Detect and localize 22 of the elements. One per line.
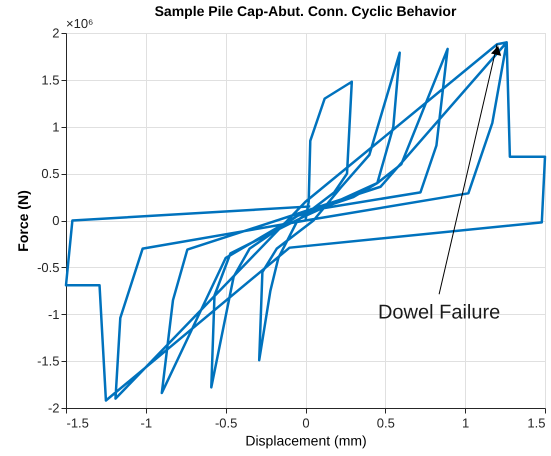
text: ×10⁶ [66, 16, 94, 31]
line-series [64, 41, 546, 402]
y-tick-label: 2 [52, 26, 60, 40]
annotation: Dowel Failure [378, 301, 500, 324]
y-tick-label: -1 [48, 306, 60, 322]
x-axis-title: Displacement (mm) [245, 432, 367, 448]
y-tick-label: 0 [52, 213, 60, 228]
y-tick-label: -2 [48, 400, 60, 416]
x-tick-label: 1 [462, 416, 470, 430]
y-tick-label: 1 [52, 119, 60, 134]
x-tick-label: 1.5 [527, 416, 546, 430]
x-tick-label: 0 [302, 416, 310, 430]
x-tick-label: -1.5 [66, 416, 89, 430]
x-tick-label: 0.5 [376, 416, 395, 430]
x-tick-label: -0.5 [214, 416, 238, 430]
y-tick-label: 1.5 [41, 72, 60, 88]
y-axis-title: Force (N) [15, 190, 32, 252]
y-tick-label: -1.5 [37, 354, 60, 369]
y-tick-label: -0.5 [37, 260, 60, 275]
x-tick-label: -1 [140, 416, 152, 430]
y-tick-label: 0.5 [41, 166, 60, 182]
chart-title: Sample Pile Cap-Abut. Conn. Cyclic Behavior [154, 3, 457, 19]
